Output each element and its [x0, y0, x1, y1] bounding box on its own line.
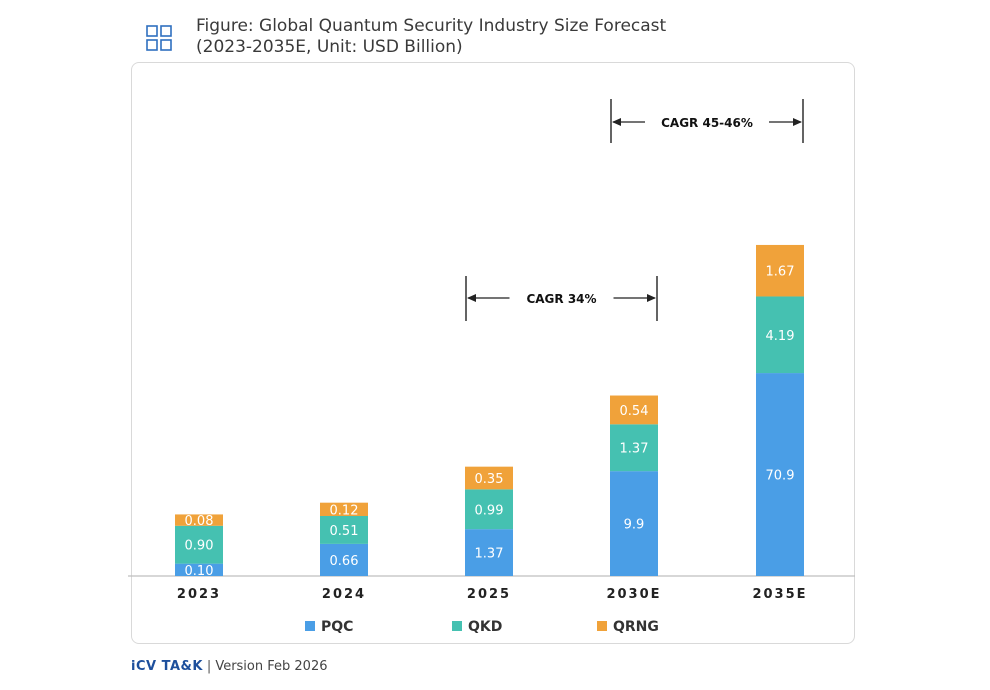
chart-title: Figure: Global Quantum Security Industry… [196, 16, 666, 58]
cagr-arrowhead-left-1 [612, 118, 621, 126]
data-label-pqc-2024: 0.66 [330, 554, 359, 569]
footer-separator: | [206, 659, 212, 674]
bar-pqc-2023 [175, 563, 223, 576]
footer: iCV TA&K | Version Feb 2026 [131, 659, 327, 674]
data-label-qrng-2023: 0.08 [185, 514, 214, 529]
chart-panel [131, 62, 855, 644]
bar-qkd-2023 [175, 525, 223, 564]
cagr-arrowhead-right-0 [647, 294, 656, 302]
bar-qkd-2035e [756, 296, 804, 374]
data-label-qkd-2025: 0.99 [475, 503, 504, 518]
data-label-qkd-2023: 0.90 [185, 539, 214, 554]
data-label-qrng-2024: 0.12 [330, 503, 359, 518]
x-tick-label-2030e: 2030E [606, 587, 661, 602]
cagr-label-0: CAGR 34% [526, 292, 596, 306]
x-tick-label-2024: 2024 [322, 587, 366, 602]
footer-version: Version Feb 2026 [215, 659, 328, 674]
data-label-pqc-2035e: 70.9 [766, 469, 795, 484]
x-tick-label-2025: 2025 [467, 587, 511, 602]
bar-qkd-2030e [610, 424, 658, 472]
data-label-qrng-2035e: 1.67 [766, 265, 795, 280]
bar-pqc-2030e [610, 471, 658, 576]
x-tick-label-2035e: 2035E [752, 587, 807, 602]
cagr-arrowhead-right-1 [793, 118, 802, 126]
bar-pqc-2035e [756, 373, 804, 576]
bar-qkd-2025 [465, 489, 513, 530]
footer-brand: iCV TA&K [131, 659, 203, 674]
cagr-label-1: CAGR 45-46% [661, 116, 753, 130]
legend-label-qrng: QRNG [613, 619, 659, 635]
grid-icon [146, 25, 172, 51]
legend-swatch-pqc [305, 621, 315, 631]
bar-pqc-2025 [465, 529, 513, 576]
legend-swatch-qkd [452, 621, 462, 631]
chart-title-line1: Figure: Global Quantum Security Industry… [196, 16, 667, 36]
bar-qrng-2025 [465, 466, 513, 490]
data-label-qkd-2030e: 1.37 [620, 442, 649, 457]
bar-qrng-2030e [610, 395, 658, 425]
legend-label-qkd: QKD [468, 619, 502, 635]
bar-qrng-2035e [756, 244, 804, 297]
legend-label-pqc: PQC [321, 619, 353, 635]
bar-qrng-2024 [320, 502, 368, 516]
data-label-qrng-2025: 0.35 [475, 472, 504, 487]
bar-qkd-2024 [320, 515, 368, 544]
data-label-pqc-2030e: 9.9 [624, 518, 645, 533]
data-label-pqc-2023: 0.10 [185, 564, 214, 579]
data-label-pqc-2025: 1.37 [475, 547, 504, 562]
chart-title-line2: (2023-2035E, Unit: USD Billion) [196, 37, 463, 57]
data-label-qkd-2024: 0.51 [330, 524, 359, 539]
data-label-qrng-2030e: 0.54 [620, 404, 649, 419]
data-label-qkd-2035e: 4.19 [766, 329, 795, 344]
bar-qrng-2023 [175, 514, 223, 526]
x-tick-label-2023: 2023 [177, 587, 221, 602]
cagr-arrowhead-left-0 [467, 294, 476, 302]
bar-pqc-2024 [320, 543, 368, 576]
legend-swatch-qrng [597, 621, 607, 631]
